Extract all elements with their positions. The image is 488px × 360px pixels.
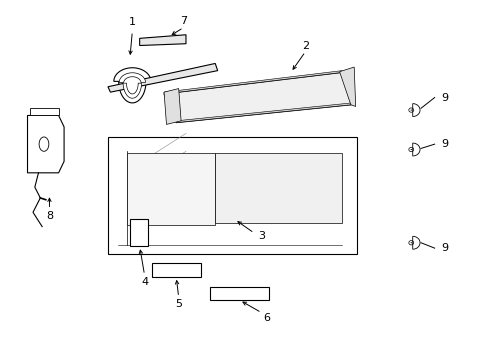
Text: 9: 9 (440, 93, 447, 103)
Polygon shape (30, 108, 59, 116)
Polygon shape (163, 71, 341, 94)
Polygon shape (123, 77, 141, 94)
Polygon shape (163, 89, 181, 125)
Polygon shape (119, 73, 145, 98)
Text: 2: 2 (301, 41, 308, 50)
Text: 1: 1 (128, 17, 136, 27)
Bar (152, 263, 200, 277)
Polygon shape (176, 103, 351, 123)
Polygon shape (140, 35, 185, 45)
Text: 8: 8 (46, 211, 53, 221)
Polygon shape (108, 63, 217, 92)
Ellipse shape (410, 149, 411, 150)
Polygon shape (339, 67, 355, 107)
Ellipse shape (410, 242, 411, 243)
Text: 6: 6 (263, 313, 269, 323)
Polygon shape (412, 236, 419, 249)
Polygon shape (27, 116, 64, 173)
Ellipse shape (410, 109, 411, 111)
Polygon shape (215, 153, 341, 223)
Bar (130, 220, 148, 246)
Text: 9: 9 (440, 243, 447, 253)
Text: 7: 7 (180, 17, 187, 27)
Text: 3: 3 (258, 231, 264, 240)
Polygon shape (114, 68, 151, 103)
Text: 9: 9 (440, 139, 447, 149)
Bar (210, 287, 268, 300)
Polygon shape (412, 143, 419, 156)
Text: 5: 5 (175, 299, 182, 309)
Polygon shape (412, 104, 419, 117)
Text: 4: 4 (141, 277, 148, 287)
Polygon shape (163, 72, 351, 123)
Polygon shape (108, 137, 356, 253)
Polygon shape (127, 153, 215, 225)
